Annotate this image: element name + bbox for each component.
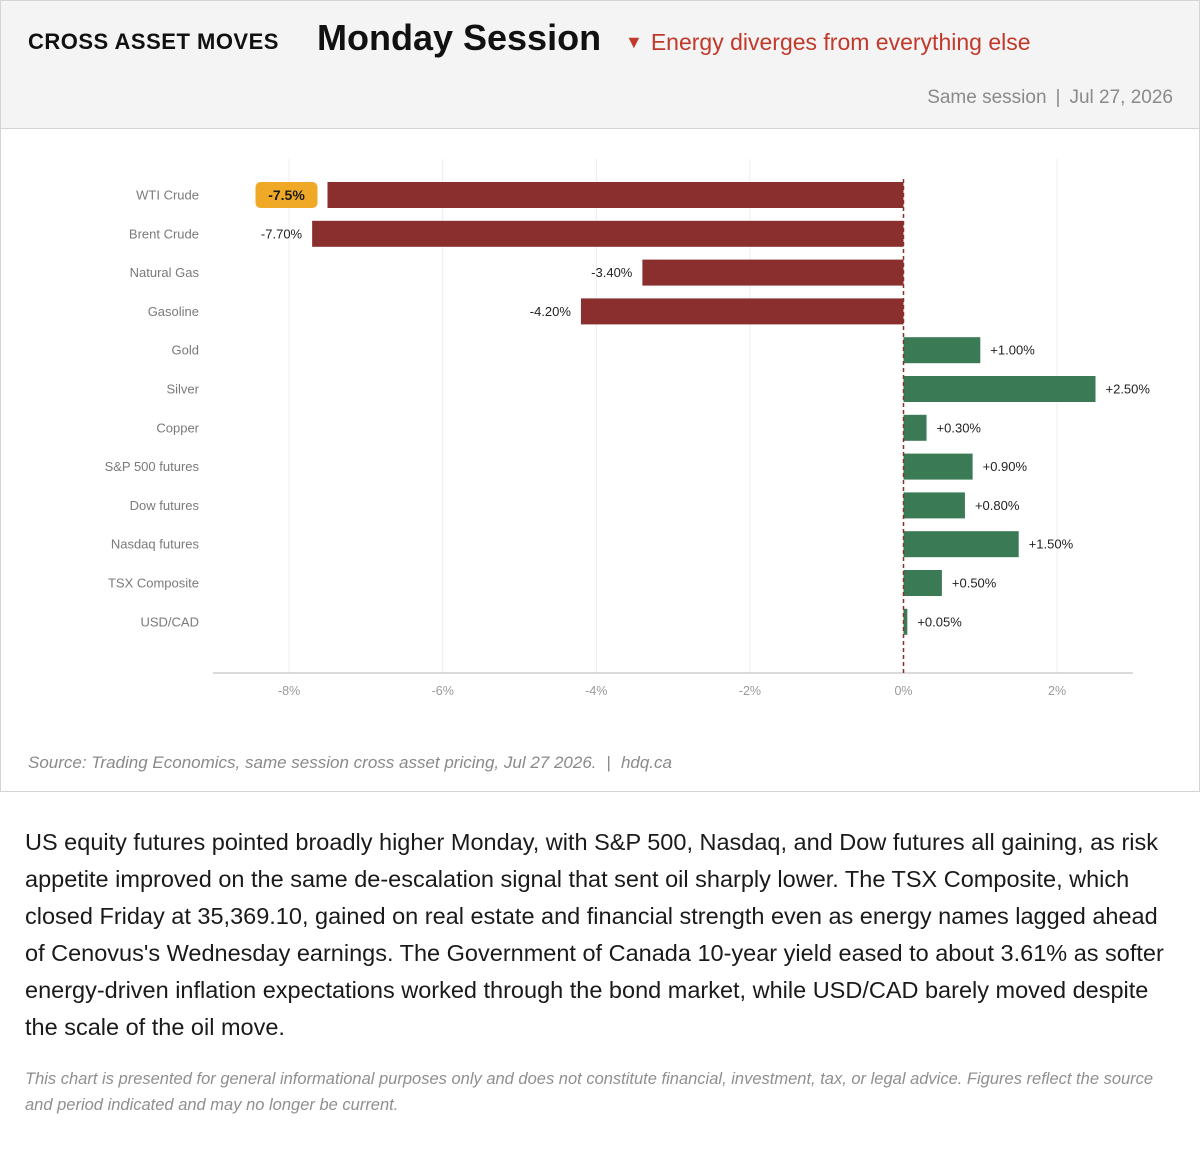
data-label: +0.30% bbox=[937, 420, 982, 435]
chart-card: CROSS ASSET MOVES Monday Session ▼ Energy… bbox=[0, 0, 1200, 792]
bar bbox=[903, 337, 981, 364]
data-label: +0.90% bbox=[983, 459, 1028, 474]
bar bbox=[903, 570, 942, 596]
category-label: S&P 500 futures bbox=[105, 459, 200, 474]
bar bbox=[903, 414, 927, 441]
alert-callout: ▼ Energy diverges from everything else bbox=[625, 29, 1031, 56]
x-tick-label: -4% bbox=[585, 684, 607, 698]
session-label: Same session bbox=[927, 87, 1047, 108]
x-tick-label: 0% bbox=[894, 684, 912, 698]
x-tick-label: -2% bbox=[739, 684, 761, 698]
data-label: -7.5% bbox=[268, 187, 305, 203]
session-date: Jul 27, 2026 bbox=[1069, 87, 1173, 108]
category-label: Silver bbox=[166, 382, 199, 397]
data-label: +1.00% bbox=[990, 343, 1035, 358]
bar bbox=[903, 453, 973, 480]
data-label: +1.50% bbox=[1029, 537, 1074, 552]
category-label: Gasoline bbox=[148, 304, 199, 319]
data-label: -7.70% bbox=[261, 226, 303, 241]
x-tick-label: -6% bbox=[432, 684, 454, 698]
category-label: Gold bbox=[172, 343, 199, 358]
source-site: hdq.ca bbox=[620, 753, 672, 772]
x-tick-label: -8% bbox=[278, 684, 300, 698]
data-label: +0.50% bbox=[952, 576, 997, 591]
bar-chart: -8% -6% -4% -2% 0% 2% WTI Crude -7.5% Brent Crud… bbox=[105, 159, 1151, 698]
bar bbox=[327, 182, 904, 208]
bar bbox=[903, 376, 1096, 402]
data-label: +2.50% bbox=[1106, 382, 1151, 397]
category-label: WTI Crude bbox=[136, 188, 199, 203]
article-paragraph: US equity futures pointed broadly higher… bbox=[25, 829, 1164, 1040]
bar bbox=[903, 531, 1019, 558]
source-text: Source: Trading Economics, same session … bbox=[28, 753, 597, 772]
source-separator: | bbox=[606, 753, 611, 772]
chart-header: CROSS ASSET MOVES Monday Session ▼ Energy… bbox=[1, 1, 1199, 129]
data-label: +0.05% bbox=[917, 614, 962, 629]
bar bbox=[903, 608, 908, 635]
category-label: Brent Crude bbox=[129, 226, 199, 241]
highlight-badge bbox=[255, 182, 318, 208]
alert-text: Energy diverges from everything else bbox=[650, 29, 1031, 55]
category-label: Nasdaq futures bbox=[111, 537, 200, 552]
section-kicker: CROSS ASSET MOVES bbox=[28, 29, 279, 54]
chart-title: Monday Session bbox=[317, 17, 602, 58]
bar bbox=[312, 220, 904, 247]
bar bbox=[903, 492, 965, 519]
meta-separator: | bbox=[1055, 87, 1061, 108]
session-meta: Same session | Jul 27, 2026 bbox=[927, 87, 1173, 109]
data-label: -3.40% bbox=[591, 265, 633, 280]
down-triangle-icon: ▼ bbox=[625, 32, 643, 52]
bar bbox=[642, 259, 904, 286]
disclaimer: This chart is presented for general info… bbox=[25, 1070, 1154, 1114]
category-label: Natural Gas bbox=[130, 265, 200, 280]
category-label: Dow futures bbox=[130, 498, 200, 513]
bar bbox=[580, 298, 904, 325]
source-note: Source: Trading Economics, same session … bbox=[28, 753, 672, 773]
category-label: Copper bbox=[156, 420, 199, 435]
category-label: USD/CAD bbox=[140, 614, 199, 629]
category-label: TSX Composite bbox=[108, 576, 199, 591]
data-label: -4.20% bbox=[530, 304, 572, 319]
data-label: +0.80% bbox=[975, 498, 1020, 513]
x-tick-label: 2% bbox=[1048, 684, 1066, 698]
